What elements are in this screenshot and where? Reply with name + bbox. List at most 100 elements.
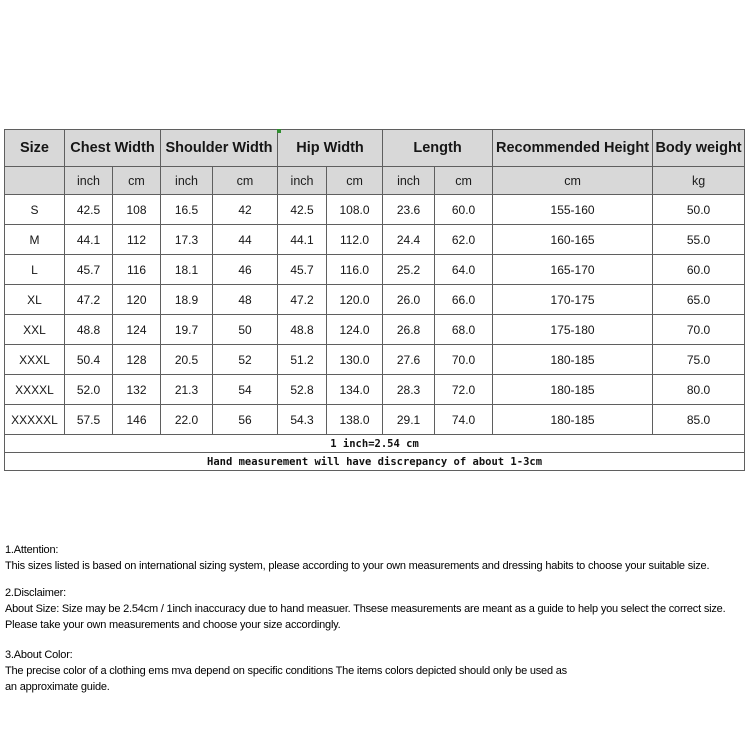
table-cell: 50 (212, 314, 279, 345)
table-cell: 16.5 (160, 194, 214, 225)
table-cell: 22.0 (160, 404, 214, 435)
footnote-hand-measurement: Hand measurement will have discrepancy o… (3, 452, 746, 471)
table-cell: 124.0 (326, 314, 384, 345)
table-cell: 155-160 (492, 194, 654, 225)
table-cell: 74.0 (434, 404, 494, 435)
table-cell: 44.1 (64, 224, 113, 255)
table-header-row: Size Chest Width Shoulder Width Hip Widt… (4, 129, 746, 167)
table-row-xxxxl: XXXXL 52.0 132 21.3 54 52.8 134.0 28.3 7… (4, 374, 746, 405)
about-color-line1: The precise color of a clothing ems mva … (5, 665, 567, 677)
table-cell: 120.0 (326, 284, 384, 315)
table-cell: 50.4 (64, 344, 113, 375)
table-cell: 25.2 (382, 254, 436, 285)
unit-cell-chest-inch: inch (64, 166, 113, 195)
unit-cell-empty (4, 166, 65, 195)
unit-cell-height-cm: cm (492, 166, 654, 195)
table-cell: 46 (212, 254, 279, 285)
table-cell: 108 (111, 194, 162, 225)
notes-section: 1.Attention: This sizes listed is based … (5, 542, 750, 695)
table-cell: 48 (212, 284, 279, 315)
table-cell: 138.0 (326, 404, 384, 435)
table-cell: 60.0 (652, 254, 746, 285)
table-cell: 47.2 (64, 284, 113, 315)
table-row-l: L 45.7 116 18.1 46 45.7 116.0 25.2 64.0 … (4, 254, 746, 285)
table-row-xxxxxl: XXXXXL 57.5 146 22.0 56 54.3 138.0 29.1 … (4, 404, 746, 435)
unit-cell-shoulder-inch: inch (160, 166, 214, 195)
table-cell: 60.0 (434, 194, 494, 225)
table-cell: 72.0 (434, 374, 494, 405)
table-cell: 180-185 (492, 344, 654, 375)
unit-cell-chest-cm: cm (111, 166, 162, 195)
table-cell: 26.0 (382, 284, 436, 315)
green-cell-marker (277, 129, 281, 133)
table-cell: 18.9 (160, 284, 214, 315)
column-header-chest-width: Chest Width (63, 129, 162, 167)
notes-spacer (5, 640, 750, 647)
table-cell: 52 (212, 344, 279, 375)
unit-cell-length-inch: inch (382, 166, 436, 195)
table-cell: 44 (212, 224, 279, 255)
size-cell: L (4, 254, 65, 285)
table-cell: 112.0 (326, 224, 384, 255)
table-cell: 180-185 (492, 404, 654, 435)
attention-heading: 1.Attention: (5, 544, 59, 556)
table-cell: 24.4 (382, 224, 436, 255)
table-cell: 56 (212, 404, 279, 435)
table-cell: 160-165 (492, 224, 654, 255)
table-cell: 52.0 (64, 374, 113, 405)
column-header-hip-width: Hip Width (277, 129, 384, 167)
table-cell: 146 (111, 404, 162, 435)
table-cell: 26.8 (382, 314, 436, 345)
table-cell: 50.0 (652, 194, 746, 225)
table-cell: 120 (111, 284, 162, 315)
table-cell: 108.0 (326, 194, 384, 225)
table-cell: 165-170 (492, 254, 654, 285)
footnote-row-hand-measurement: Hand measurement will have discrepancy o… (3, 452, 746, 471)
table-cell: 28.3 (382, 374, 436, 405)
column-header-length: Length (382, 129, 494, 167)
table-cell: 45.7 (64, 254, 113, 285)
table-row-xxl: XXL 48.8 124 19.7 50 48.8 124.0 26.8 68.… (4, 314, 746, 345)
size-cell: XXXL (4, 344, 65, 375)
table-cell: 134.0 (326, 374, 384, 405)
column-header-shoulder-width: Shoulder Width (160, 129, 279, 167)
size-chart-table: Size Chest Width Shoulder Width Hip Widt… (3, 129, 746, 471)
footnote-row-inch-conversion: 1 inch=2.54 cm (3, 434, 746, 453)
table-cell: 112 (111, 224, 162, 255)
size-cell: XXL (4, 314, 65, 345)
notes-spacer (5, 633, 750, 640)
table-cell: 54 (212, 374, 279, 405)
table-cell: 42 (212, 194, 279, 225)
table-cell: 27.6 (382, 344, 436, 375)
table-cell: 66.0 (434, 284, 494, 315)
notes-spacer (5, 574, 750, 585)
table-cell: 65.0 (652, 284, 746, 315)
table-cell: 124 (111, 314, 162, 345)
about-color-line2: an approximate guide. (5, 681, 110, 693)
table-cell: 75.0 (652, 344, 746, 375)
about-color-heading: 3.About Color: (5, 649, 73, 661)
table-cell: 42.5 (64, 194, 113, 225)
unit-cell-hip-inch: inch (277, 166, 328, 195)
unit-cell-weight-kg: kg (652, 166, 746, 195)
table-cell: 52.8 (277, 374, 328, 405)
disclaimer-heading: 2.Disclaimer: (5, 587, 66, 599)
unit-cell-length-cm: cm (434, 166, 494, 195)
table-cell: 45.7 (277, 254, 328, 285)
table-row-xl: XL 47.2 120 18.9 48 47.2 120.0 26.0 66.0… (4, 284, 746, 315)
size-cell: XXXXXL (4, 404, 65, 435)
table-cell: 19.7 (160, 314, 214, 345)
size-cell: S (4, 194, 65, 225)
table-cell: 55.0 (652, 224, 746, 255)
table-cell: 21.3 (160, 374, 214, 405)
table-cell: 68.0 (434, 314, 494, 345)
table-cell: 17.3 (160, 224, 214, 255)
size-cell: XXXXL (4, 374, 65, 405)
table-row-m: M 44.1 112 17.3 44 44.1 112.0 24.4 62.0 … (4, 224, 746, 255)
disclaimer-line1: About Size: Size may be 2.54cm / 1inch i… (5, 603, 726, 615)
column-header-size: Size (4, 129, 65, 167)
table-cell: 23.6 (382, 194, 436, 225)
table-cell: 20.5 (160, 344, 214, 375)
table-cell: 130.0 (326, 344, 384, 375)
table-cell: 44.1 (277, 224, 328, 255)
